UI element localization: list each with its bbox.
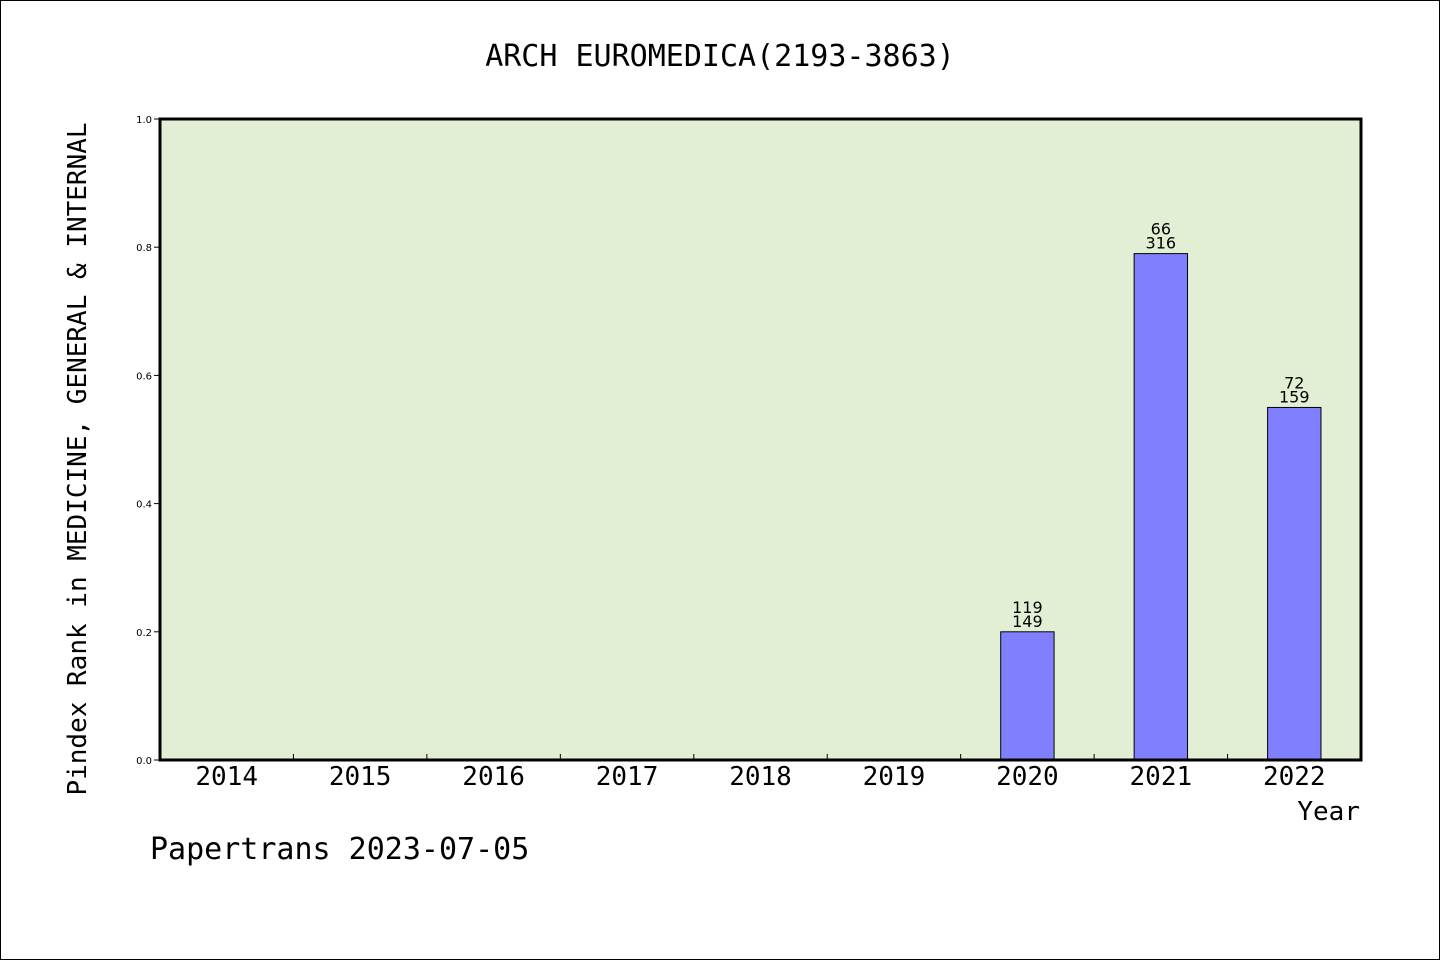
bar-label-top: 72 — [1284, 373, 1304, 392]
bar-label-bottom: 316 — [1146, 234, 1177, 253]
x-tick-label: 2014 — [195, 762, 258, 792]
y-tick-label: 0.4 — [136, 500, 152, 511]
x-tick-label: 2018 — [729, 762, 792, 792]
footer-credit: Papertrans 2023-07-05 — [150, 832, 530, 867]
bar-2020 — [1000, 631, 1055, 761]
x-tick-label: 2016 — [462, 762, 525, 792]
x-tick-label: 2021 — [1130, 762, 1193, 792]
y-tick-label: 0.6 — [136, 371, 152, 382]
x-tick-label: 2015 — [329, 762, 392, 792]
bar-series — [1000, 253, 1322, 761]
bar-2022 — [1267, 406, 1322, 761]
x-tick-label: 2017 — [596, 762, 659, 792]
y-tick-label: 1.0 — [136, 115, 152, 126]
x-axis-label: Year — [1297, 797, 1360, 827]
x-tick-label: 2019 — [863, 762, 926, 792]
bar-2021 — [1133, 253, 1189, 761]
x-tick-label: 2020 — [996, 762, 1059, 792]
bar-label-bottom: 159 — [1279, 387, 1310, 406]
y-tick-label: 0.2 — [136, 628, 152, 639]
y-axis-label: Pindex Rank in MEDICINE, GENERAL & INTER… — [63, 122, 93, 795]
bar-label-bottom: 149 — [1012, 612, 1043, 631]
y-tick-label: 0.8 — [136, 243, 152, 254]
plot-border — [158, 117, 1363, 762]
bar-label-top: 66 — [1151, 220, 1171, 239]
x-axis: 2014 2015 2016 2017 2018 2019 2020 2021 2022 — [195, 754, 1326, 792]
y-axis: 0.0 0.2 0.4 0.6 0.8 1.0 — [136, 115, 160, 767]
y-tick-label: 0.0 — [136, 756, 152, 767]
chart-title: ARCH EUROMEDICA(2193-3863) — [485, 39, 955, 74]
bar-label-top: 119 — [1012, 598, 1043, 617]
x-tick-label: 2022 — [1263, 762, 1326, 792]
